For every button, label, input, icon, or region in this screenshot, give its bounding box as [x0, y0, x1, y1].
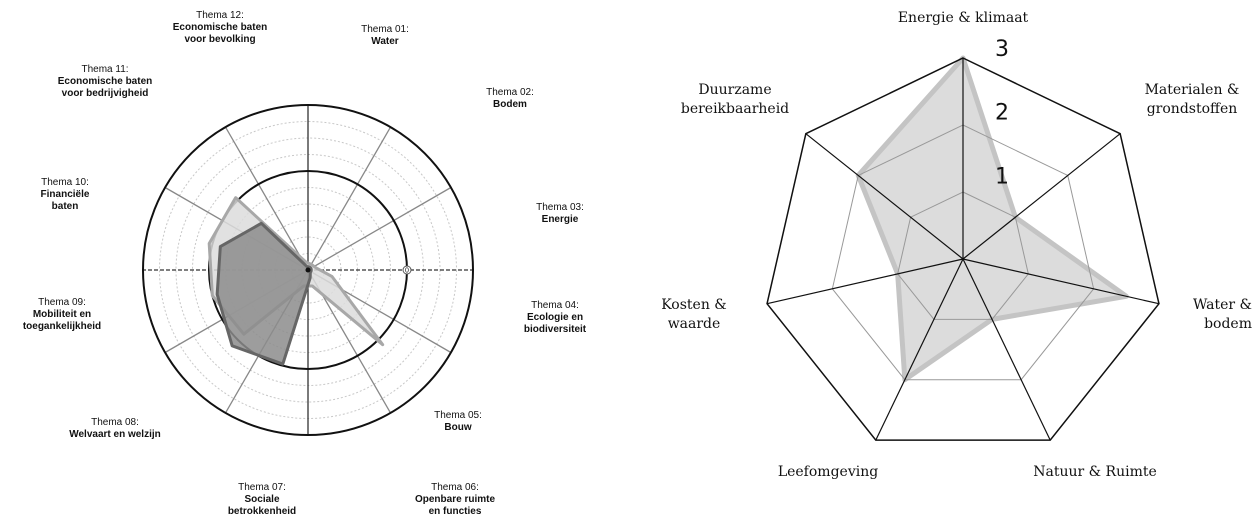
annotation-marker	[402, 265, 412, 275]
theme-name: Bouw	[444, 422, 471, 433]
theme-name: voor bedrijvigheid	[62, 88, 149, 99]
category-label: Energie & klimaat	[898, 10, 1029, 26]
theme-name: betrokkenheid	[228, 506, 296, 517]
theme-number: Thema 08:	[91, 417, 139, 428]
theme-name: toegankelijkheid	[23, 321, 101, 332]
theme-name: Mobiliteit en	[33, 309, 91, 320]
r-tick-label: 1	[995, 164, 1009, 189]
grid-ring	[897, 191, 1029, 320]
theme-number: Thema 04:	[531, 300, 579, 311]
category-radar: 1 2 3 Energie & klimaat Materialen & grondsto…	[661, 10, 1252, 480]
r-tick-label: 3	[995, 37, 1009, 62]
category-label: grondstoffen	[1147, 101, 1238, 117]
category-label: bereikbaarheid	[681, 101, 789, 117]
center-dot	[305, 267, 311, 273]
axis-line	[875, 258, 964, 441]
theme-number: Thema 02:	[486, 87, 534, 98]
theme-name: Energie	[542, 214, 579, 225]
category-label: Duurzame	[698, 82, 771, 98]
theme-number: Thema 11:	[81, 64, 128, 75]
theme-name: biodiversiteit	[524, 324, 587, 335]
annotation-label: 0	[405, 268, 409, 275]
theme-name: Openbare ruimte	[415, 494, 495, 505]
theme-name: voor bevolking	[184, 34, 255, 45]
category-label: Materialen &	[1145, 82, 1240, 98]
category-label: waarde	[668, 316, 721, 332]
axis-line	[962, 258, 1160, 305]
grid-ring	[831, 124, 1095, 381]
theme-name: Welvaart en welzijn	[69, 429, 161, 440]
axis-line	[962, 133, 1121, 260]
theme-radar: 0 Thema 01:Water Thema 02:Bodem Thema 03:En…	[23, 10, 587, 517]
theme-name: Ecologie en	[527, 312, 583, 323]
theme-number: Thema 05:	[434, 410, 482, 421]
category-label: Leefomgeving	[778, 464, 878, 480]
theme-number: Thema 03:	[536, 202, 584, 213]
series-area	[215, 221, 313, 366]
theme-name: Water	[371, 36, 399, 47]
category-label: Natuur & Ruimte	[1033, 464, 1157, 480]
theme-name: Economische baten	[58, 76, 152, 87]
category-label: Water &	[1193, 297, 1252, 313]
theme-number: Thema 12:	[196, 10, 244, 21]
category-label: bodem	[1204, 316, 1252, 332]
category-label: Kosten &	[661, 297, 727, 313]
sector-line	[307, 186, 452, 271]
grid-ring	[766, 57, 1160, 441]
sector-line	[224, 126, 309, 271]
sector-line	[307, 126, 392, 271]
theme-name: baten	[52, 201, 79, 212]
theme-number: Thema 06:	[431, 482, 479, 493]
theme-number: Thema 07:	[238, 482, 286, 493]
theme-number: Thema 01:	[361, 24, 409, 35]
theme-number: Thema 09:	[38, 297, 86, 308]
theme-name: Sociale	[244, 494, 279, 505]
axis-line	[962, 258, 1051, 441]
r-tick-label: 2	[995, 101, 1009, 126]
theme-number: Thema 10:	[41, 177, 89, 188]
theme-name: Economische baten	[173, 22, 267, 33]
theme-name: Financiële	[41, 189, 90, 200]
axis-line	[766, 258, 964, 305]
series-area	[855, 55, 1129, 383]
axis-line	[805, 133, 964, 260]
theme-name: en functies	[429, 506, 482, 517]
outer-ring	[142, 104, 474, 436]
theme-name: Bodem	[493, 99, 527, 110]
